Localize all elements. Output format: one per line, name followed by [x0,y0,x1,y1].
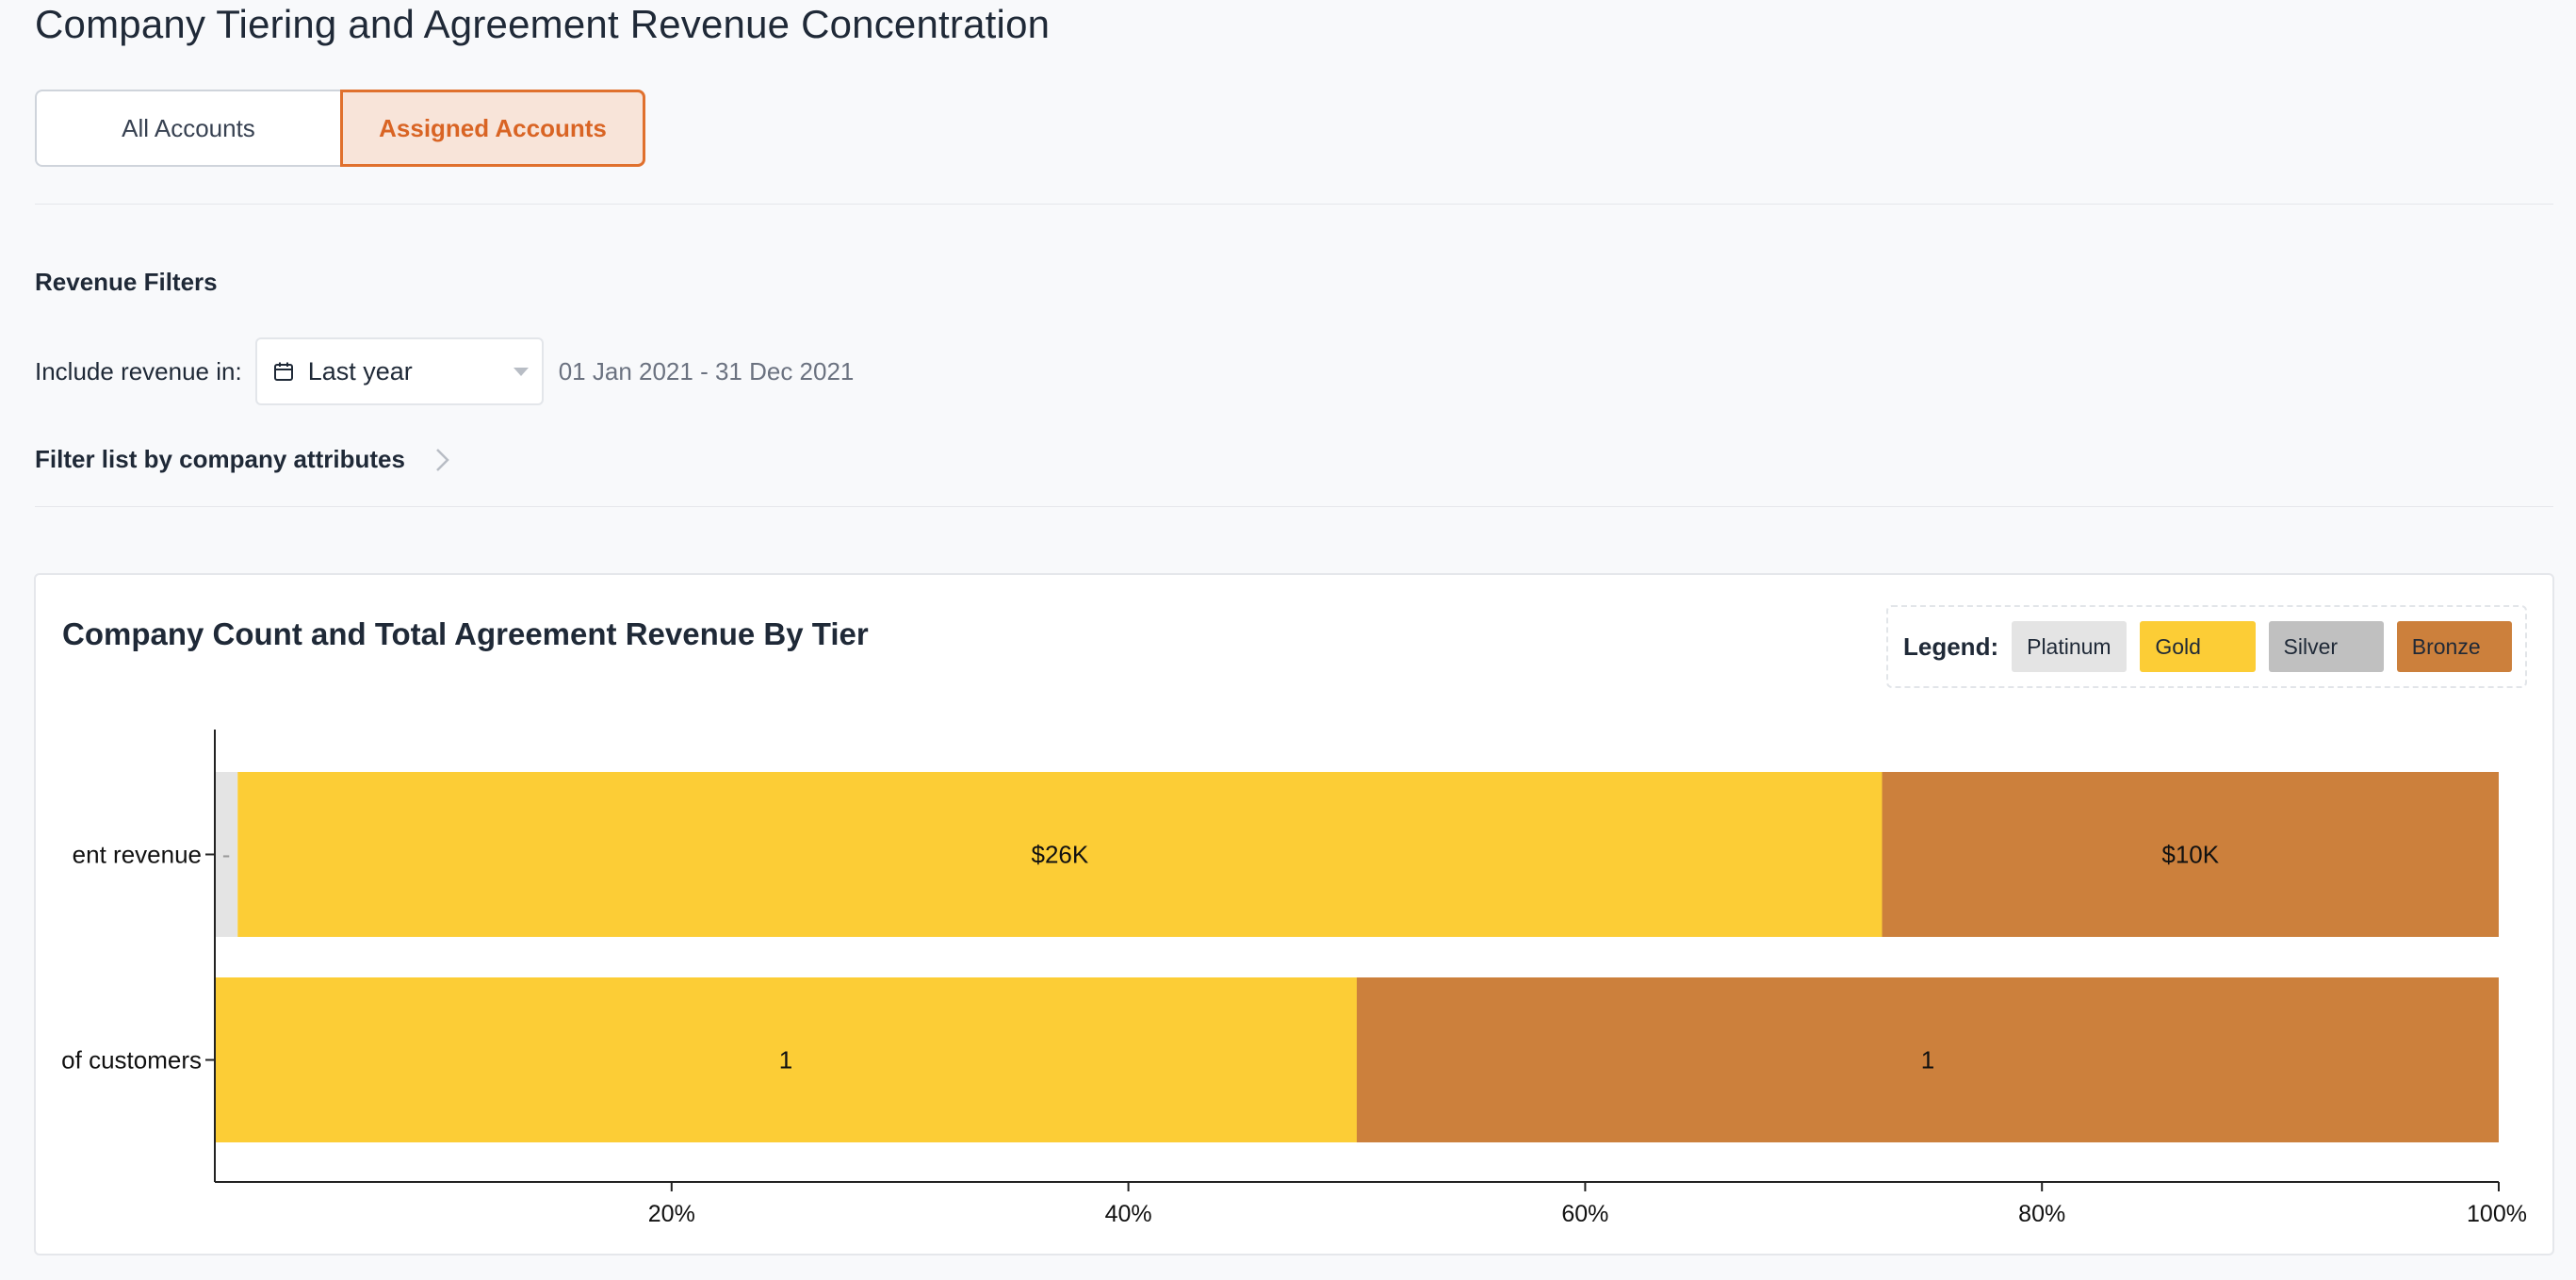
header-divider [35,204,2553,205]
company-attributes-filter-label: Filter list by company attributes [35,445,405,473]
x-tick-label: 20% [648,1201,695,1227]
data-label: $10K [2161,841,2219,869]
revenue-period-row: Include revenue in: Last year 01 Jan 202… [35,337,854,405]
x-tick-label: 60% [1561,1201,1608,1227]
legend: Legend: Platinum Gold Silver Bronze [1886,605,2527,688]
chevron-down-icon [513,368,529,376]
date-range-text: 01 Jan 2021 - 31 Dec 2021 [558,356,855,386]
all-accounts-button[interactable]: All Accounts [35,90,340,167]
data-label: 1 [779,1046,792,1075]
bar-gold-0 [237,772,1883,937]
x-tick-label: 40% [1105,1201,1152,1227]
x-tick-label: 100% [2467,1201,2527,1227]
y-tick-label: ent revenue [73,841,202,869]
calendar-icon [273,362,293,381]
bar-bronze-1 [1357,977,2499,1142]
bar-platinum-0 [215,772,238,937]
period-select-value: Last year [307,356,413,386]
tier-chart-card: Company Count and Total Agreement Revenu… [34,573,2554,1255]
bar-gold-1 [215,977,1357,1142]
stacked-bar-chart: - $26K $10K ent revenue 1 1 of customers 20% 40%… [61,730,2527,1227]
data-label: $26K [1032,841,1089,869]
legend-label: Legend: [1903,632,1999,661]
revenue-filters-heading: Revenue Filters [35,268,218,296]
period-select[interactable]: Last year [254,337,544,405]
page-title: Company Tiering and Agreement Revenue Co… [35,2,1051,46]
account-scope-toggle: All Accounts Assigned Accounts [35,90,645,167]
legend-item-silver: Silver [2268,621,2384,672]
bar-bronze-0 [1882,772,2499,937]
assigned-accounts-button[interactable]: Assigned Accounts [340,90,645,167]
chart-title: Company Count and Total Agreement Revenu… [62,616,869,651]
data-label: 1 [1921,1046,1934,1075]
y-tick-label: of customers [61,1046,202,1075]
legend-item-bronze: Bronze [2396,621,2512,672]
data-label: - [222,841,231,869]
company-attributes-filter-toggle[interactable]: Filter list by company attributes [35,445,454,474]
chevron-right-icon [436,448,449,471]
include-revenue-label: Include revenue in: [35,356,242,386]
legend-item-gold: Gold [2140,621,2256,672]
filters-divider [35,506,2553,507]
x-tick-label: 80% [2018,1201,2065,1227]
legend-item-platinum: Platinum [2012,621,2128,672]
